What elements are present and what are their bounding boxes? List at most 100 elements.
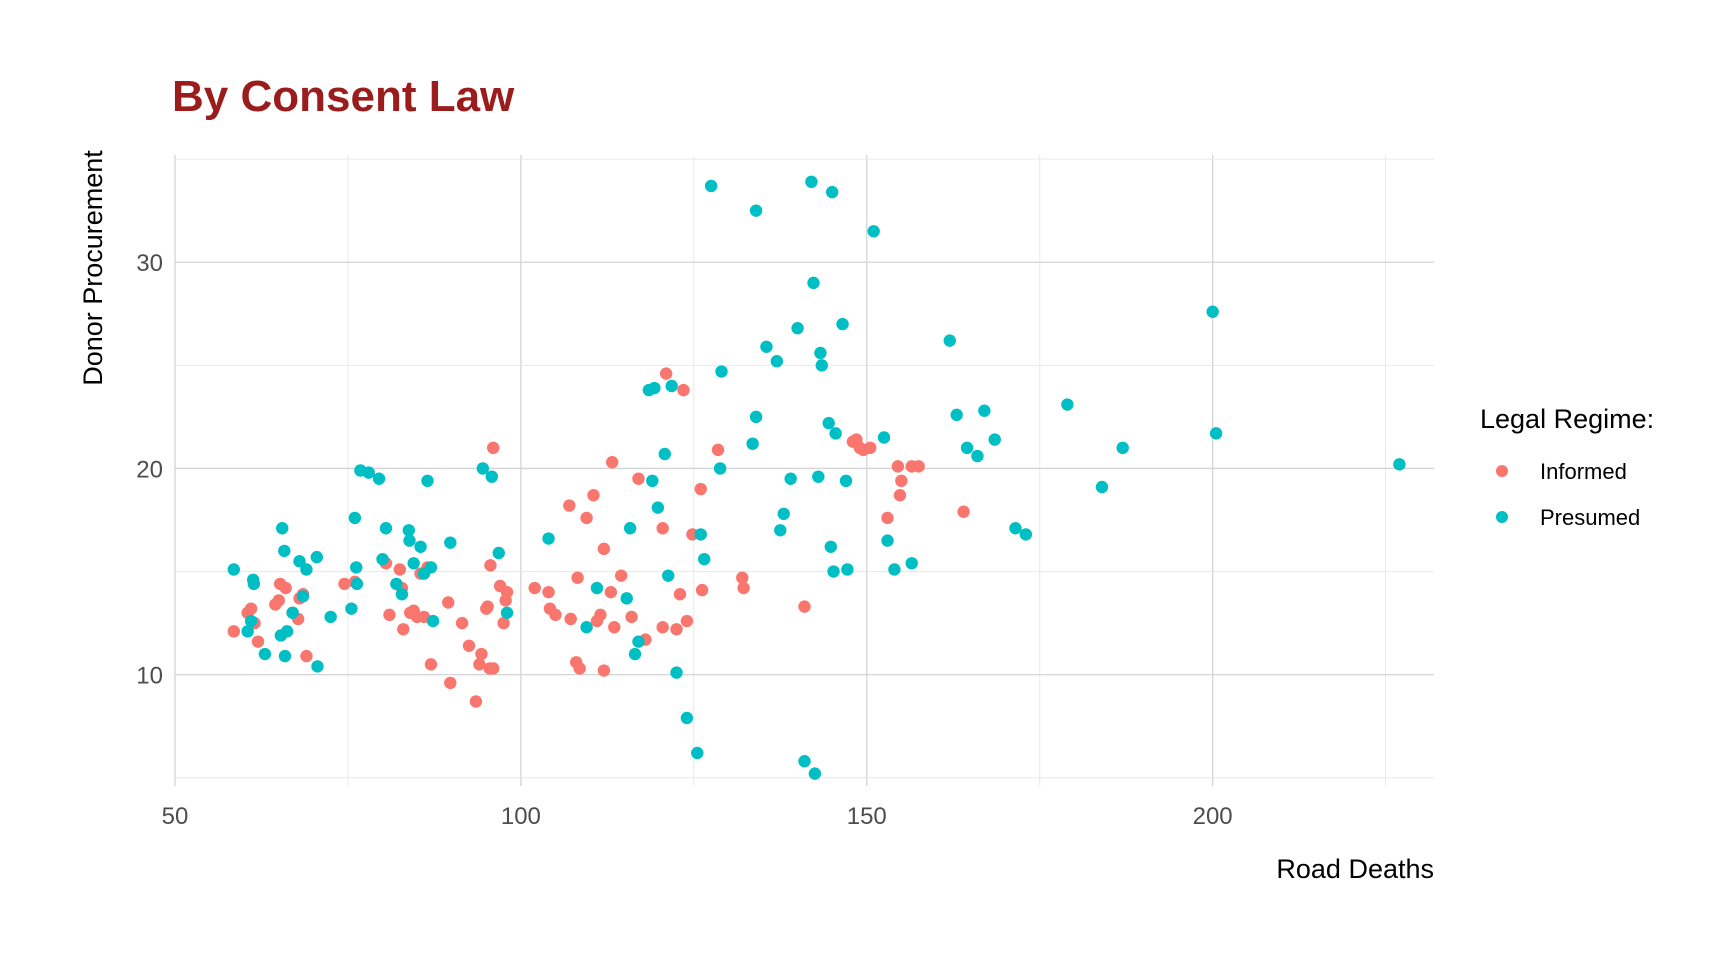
data-point	[658, 447, 671, 461]
data-point	[749, 204, 763, 217]
data-point	[563, 499, 576, 512]
data-point	[500, 606, 514, 619]
data-point	[528, 581, 541, 595]
data-point	[444, 676, 457, 690]
data-point	[736, 571, 749, 584]
data-point	[276, 522, 289, 535]
data-point	[345, 602, 358, 615]
data-point	[580, 621, 593, 634]
legend-title: Legal Regime:	[1480, 404, 1654, 434]
data-point	[300, 563, 313, 576]
data-point	[623, 522, 637, 535]
data-point	[476, 462, 490, 475]
data-point	[383, 608, 396, 622]
data-point	[421, 474, 434, 488]
data-point	[300, 649, 313, 663]
data-point	[713, 462, 727, 475]
data-point	[1393, 458, 1406, 471]
data-point	[749, 410, 763, 424]
data-point	[424, 561, 438, 574]
x-tick-label: 200	[1193, 803, 1233, 830]
data-point	[587, 489, 600, 502]
data-point	[484, 559, 497, 572]
data-point	[812, 470, 825, 483]
y-tick-labels: 10 20 30	[136, 250, 163, 689]
data-point	[680, 711, 694, 725]
data-point	[542, 585, 555, 599]
data-point	[362, 466, 375, 479]
legend: Legal Regime: Informed Presumed	[1480, 404, 1654, 530]
data-point	[279, 581, 292, 595]
data-point	[473, 658, 486, 671]
data-point	[350, 561, 363, 574]
data-point	[665, 379, 678, 393]
data-point	[877, 431, 891, 444]
data-point	[500, 585, 514, 599]
data-point	[379, 522, 393, 535]
data-point	[791, 322, 804, 335]
data-point	[670, 666, 683, 679]
grid-lines	[174, 155, 1434, 786]
data-point	[614, 569, 628, 582]
data-point	[777, 507, 790, 521]
data-point	[912, 460, 925, 473]
data-point	[549, 608, 562, 622]
data-point	[891, 460, 905, 473]
data-point	[694, 528, 707, 541]
data-point	[407, 557, 420, 570]
data-point	[272, 594, 285, 607]
data-point	[1095, 480, 1109, 494]
data-point	[673, 588, 687, 601]
data-point	[888, 563, 901, 576]
data-point	[662, 569, 675, 582]
data-point	[293, 555, 306, 568]
data-point	[691, 746, 704, 760]
data-point	[670, 623, 683, 636]
data-point	[571, 571, 584, 584]
data-point	[376, 552, 389, 566]
y-tick-label: 20	[136, 456, 163, 483]
data-point	[881, 534, 894, 547]
data-point	[829, 427, 842, 440]
data-point	[824, 540, 837, 553]
data-point	[648, 381, 661, 395]
data-point	[580, 511, 593, 525]
data-point	[590, 581, 604, 595]
data-point	[815, 359, 828, 372]
data-point	[469, 695, 483, 708]
data-point	[278, 544, 291, 558]
data-point	[737, 581, 750, 595]
data-point	[1206, 305, 1219, 318]
data-point	[1009, 522, 1022, 535]
data-point	[278, 649, 292, 663]
data-point	[564, 612, 577, 626]
data-point	[774, 524, 787, 537]
data-point	[960, 441, 974, 455]
data-point	[704, 179, 718, 193]
data-point	[651, 501, 665, 514]
data-point	[988, 433, 1001, 446]
data-point	[1061, 398, 1074, 411]
data-point	[286, 606, 299, 619]
data-point	[241, 625, 254, 638]
data-point	[807, 276, 820, 290]
data-point	[814, 346, 827, 360]
y-tick-label: 10	[136, 663, 163, 690]
data-point	[656, 522, 669, 535]
x-tick-label: 50	[162, 803, 189, 830]
data-point	[395, 588, 409, 601]
data-point	[827, 565, 840, 578]
y-axis-label: Donor Procurement	[78, 150, 108, 386]
data-point	[808, 767, 822, 780]
data-point	[605, 456, 619, 469]
data-point	[1209, 427, 1223, 440]
data-point	[414, 540, 427, 553]
data-point	[746, 437, 759, 450]
data-point	[839, 474, 853, 488]
data-point	[280, 625, 294, 638]
data-point	[227, 563, 240, 576]
data-point	[426, 614, 440, 628]
data-point	[646, 474, 659, 488]
data-point	[694, 482, 707, 496]
